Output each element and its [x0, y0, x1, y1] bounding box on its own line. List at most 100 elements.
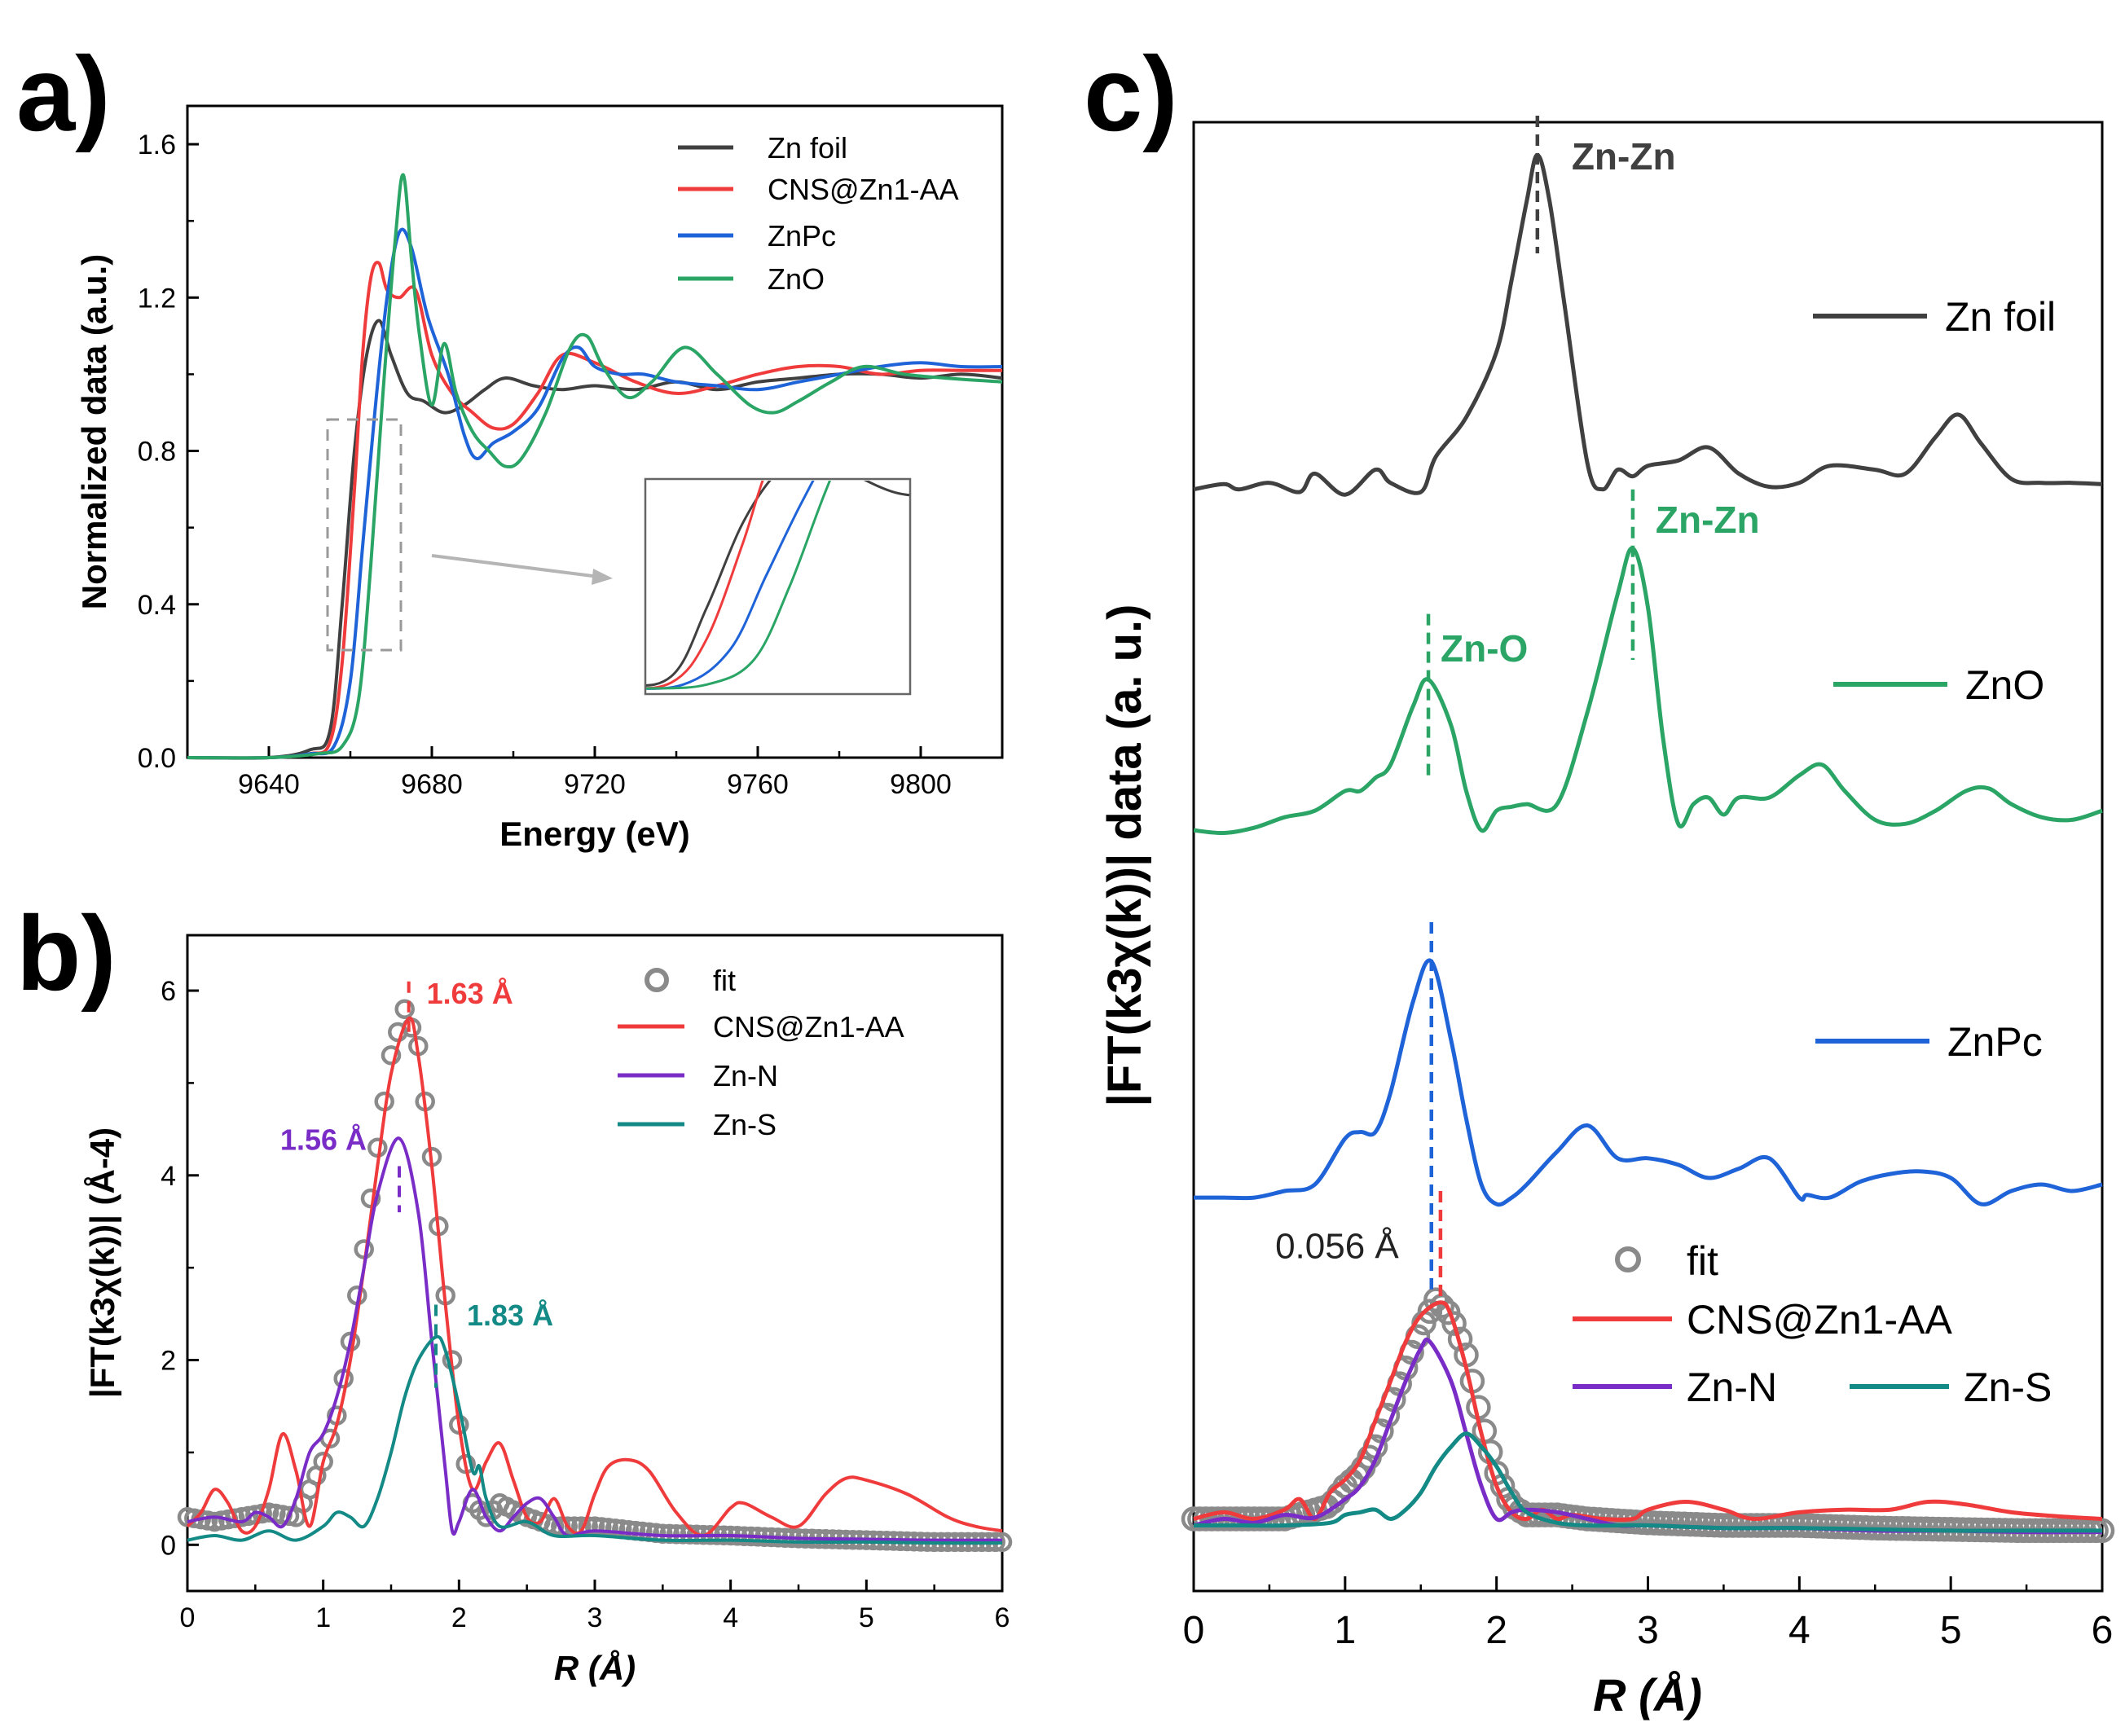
fit-marker-c — [1441, 1311, 1467, 1336]
panel-b-letter: b) — [16, 894, 117, 1013]
y-tick-label: 0.8 — [138, 437, 176, 468]
fit-marker-b — [367, 1137, 388, 1158]
legend-a-zn-foil-label: Zn foil — [768, 131, 847, 165]
annotation-c-label: Zn-Zn — [1572, 135, 1676, 178]
legend-b-fit-swatch — [645, 968, 669, 992]
y-tick-label: 4 — [161, 1161, 176, 1192]
series-b-zn_s — [187, 1334, 1003, 1545]
x-tick-label: 3 — [1637, 1609, 1659, 1652]
panel-b-series — [177, 999, 1013, 1553]
x-tick-label: 9640 — [238, 769, 300, 800]
zoom-region-box — [326, 418, 403, 652]
fit-marker-c — [1417, 1299, 1443, 1325]
series-c-znpc — [1194, 958, 2103, 1207]
panel-b-annotations: 1.63 Å 1.56 Å 1.83 Å — [280, 977, 553, 1388]
annotation-b-label: 1.56 Å — [280, 1123, 367, 1156]
y-tick-label: 1.6 — [138, 130, 176, 160]
y-tick-label: 6 — [161, 976, 176, 1007]
legend-a-zno-label: ZnO — [768, 262, 825, 296]
inset-series-cns — [646, 481, 764, 690]
panel-c-series — [1181, 152, 2115, 1544]
inset-clip-group — [646, 481, 909, 690]
legend-c-fit-swatch — [1615, 1246, 1641, 1272]
annotation-c-label: Zn-Zn — [1656, 499, 1760, 541]
series-b-zn_n — [187, 1136, 1003, 1542]
x-tick-label: 1 — [1334, 1609, 1356, 1652]
panel-c-letter: c) — [1084, 34, 1178, 153]
x-tick-label: 6 — [2092, 1609, 2114, 1652]
legend-c-zno-label: ZnO — [1965, 662, 2044, 708]
series-c-zn_s — [1194, 1431, 2102, 1533]
fit-marker-b — [381, 1045, 402, 1066]
panel-a-legend: Zn foil CNS@Zn1-AA ZnPc ZnO — [678, 131, 959, 296]
panel-a-series — [187, 173, 1003, 760]
x-tick-label: 9760 — [727, 769, 789, 800]
x-tick-label: 5 — [1940, 1609, 1962, 1652]
panel-a-ticks: 9640 9680 9720 9760 9800 0.0 0.4 0.8 1.2 1.6 — [138, 130, 952, 800]
x-tick-label: 6 — [995, 1602, 1010, 1633]
panel-b-ylabel: |FT(k3χ(k))| (Å-4) — [83, 1127, 122, 1398]
legend-b-zn-n-label: Zn-N — [713, 1059, 778, 1092]
x-tick-label: 0 — [180, 1602, 196, 1633]
panel-b-legend: fit CNS@Zn1-AA Zn-N Zn-S — [618, 964, 904, 1141]
x-tick-label: 5 — [859, 1602, 874, 1633]
series-b-cns — [186, 1016, 1003, 1537]
x-tick-label: 9680 — [401, 769, 463, 800]
annotation-b-label: 1.63 Å — [427, 977, 513, 1010]
panel-b-xlabel: R (Å) — [554, 1649, 636, 1687]
annotation-c-label: 0.056 Å — [1275, 1226, 1399, 1266]
inset-series-zn_foil — [646, 481, 909, 687]
fit-marker-b — [659, 1523, 680, 1545]
panel-b: 0 1 2 3 4 5 6 0 2 4 6 R (Å) |FT(k3χ(k))| (Å-4) 1.6… — [83, 934, 1013, 1687]
panel-c-ylabel: |FT(k3χ(k))| data (a. u.) — [1098, 604, 1151, 1107]
y-tick-label: 0.4 — [138, 590, 176, 621]
series-a-zno — [187, 173, 1003, 760]
legend-c-zn-s-label: Zn-S — [1964, 1365, 2052, 1410]
series-c-zn_foil — [1193, 152, 2103, 497]
x-tick-label: 4 — [1788, 1609, 1810, 1652]
fit-marker-b — [354, 1239, 374, 1259]
zoom-arrow-line — [431, 554, 600, 578]
annotation-b-label: 1.83 Å — [467, 1299, 553, 1332]
fit-marker-b — [394, 999, 415, 1019]
panel-c-xlabel: R (Å) — [1593, 1669, 1702, 1721]
y-tick-label: 0.0 — [138, 743, 176, 774]
inset-series-zno — [646, 481, 832, 690]
legend-c-fit-label: fit — [1687, 1238, 1718, 1284]
x-tick-label: 4 — [723, 1602, 738, 1633]
series-c-cns — [1193, 1300, 2103, 1523]
legend-b-cns-label: CNS@Zn1-AA — [713, 1010, 904, 1044]
legend-a-cns-label: CNS@Zn1-AA — [768, 173, 959, 206]
legend-c-znpc-label: ZnPc — [1947, 1019, 2043, 1065]
y-tick-label: 1.2 — [138, 283, 176, 314]
x-tick-label: 1 — [315, 1602, 331, 1633]
legend-c-zn-foil-label: Zn foil — [1945, 294, 2056, 340]
legend-c-cns-label: CNS@Zn1-AA — [1687, 1297, 1952, 1343]
panel-b-ticks: 0 1 2 3 4 5 6 0 2 4 6 — [161, 976, 1010, 1633]
zoom-arrow-head — [592, 569, 613, 585]
panel-a-xlabel: Energy (eV) — [499, 815, 689, 853]
y-tick-label: 0 — [161, 1530, 176, 1561]
panel-c-legend: Zn foil ZnO ZnPc fit CNS@Zn1-AA Zn-N Zn-… — [1573, 294, 2056, 1410]
inset-series — [646, 481, 909, 690]
series-a-znpc — [187, 227, 1003, 760]
panel-c-ticks: 0 1 2 3 4 5 6 — [1183, 1576, 2114, 1652]
panel-a-ylabel: Normalized data (a.u.) — [75, 254, 113, 609]
annotation-c-label: Zn-O — [1441, 627, 1528, 670]
x-tick-label: 9720 — [564, 769, 626, 800]
fit-marker-b — [313, 1452, 333, 1472]
inset-frame — [644, 477, 912, 696]
series-a-zn_foil — [187, 319, 1003, 760]
inset-series-znpc — [646, 481, 815, 690]
panel-a: 9640 9680 9720 9760 9800 0.0 0.4 0.8 1.2 1.6 Ener… — [75, 104, 1004, 853]
panel-a-letter: a) — [16, 34, 111, 153]
panel-c-annotations: Zn-Zn Zn-O Zn-Zn 0.056 Å — [1275, 115, 1760, 1303]
legend-a-znpc-label: ZnPc — [768, 219, 836, 253]
x-tick-label: 2 — [451, 1602, 467, 1633]
y-tick-label: 2 — [161, 1346, 176, 1377]
legend-b-zn-s-label: Zn-S — [713, 1108, 777, 1141]
legend-c-zn-n-label: Zn-N — [1687, 1365, 1777, 1410]
x-tick-label: 2 — [1485, 1609, 1507, 1652]
